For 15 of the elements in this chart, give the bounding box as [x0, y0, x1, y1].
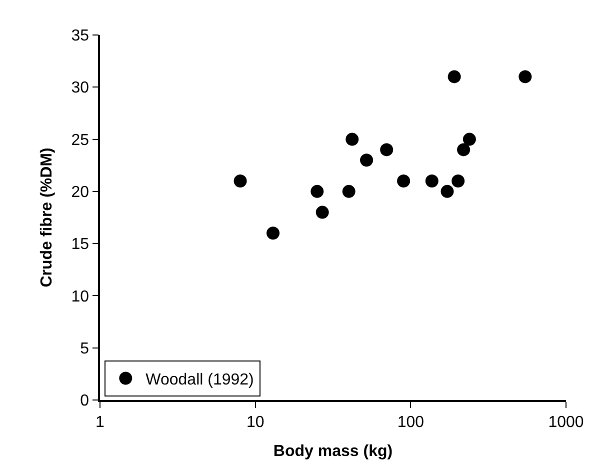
y-tick-label: 20	[71, 184, 90, 202]
legend-label: Woodall (1992)	[146, 371, 254, 388]
y-axis-title: Crude fibre (%DM)	[38, 148, 56, 288]
y-tick-label: 5	[80, 340, 90, 358]
x-tick-label: 10	[246, 414, 264, 431]
y-tick-label: 25	[71, 132, 90, 149]
y-tick-label: 10	[71, 288, 90, 306]
x-axis-title: Body mass (kg)	[273, 443, 393, 460]
x-tick-label: 100	[397, 414, 424, 431]
y-tick-label: 0	[80, 392, 90, 410]
x-tick-label: 1000	[548, 414, 584, 431]
y-tick-label: 35	[71, 28, 90, 45]
y-tick-label: 30	[71, 80, 90, 97]
y-tick-label: 15	[71, 236, 90, 254]
x-tick-label: 1	[96, 414, 105, 431]
